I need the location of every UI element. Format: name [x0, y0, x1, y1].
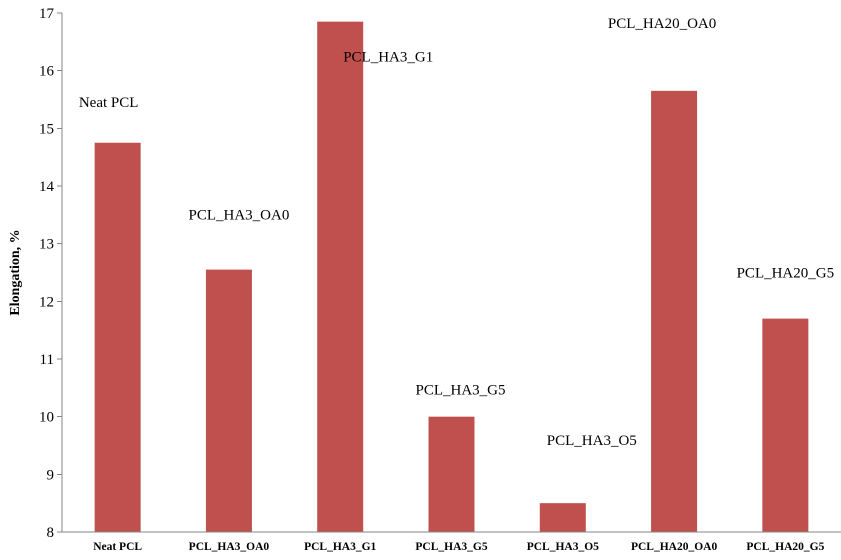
- data-label: PCL_HA20_OA0: [608, 16, 716, 32]
- y-axis-title: Elongation, %: [8, 229, 23, 315]
- bar-pcl-ha3-g5: [428, 416, 475, 532]
- y-tick-label: 10: [39, 410, 54, 426]
- y-tick-label: 8: [47, 525, 55, 541]
- y-tick-label: 17: [39, 6, 55, 22]
- y-tick-label: 15: [39, 121, 54, 137]
- y-tick-label: 16: [39, 64, 55, 80]
- bar-neat-pcl: [94, 142, 141, 532]
- axes-layer: [61, 13, 841, 533]
- data-labels-layer: Neat PCL PCL_HA3_OA0 PCL_HA3_G1 PCL_HA3_G5 P…: [79, 16, 834, 449]
- y-tick-label: 13: [39, 237, 54, 253]
- data-label: PCL_HA3_O5: [547, 433, 637, 449]
- x-tick-label: PCL_HA20_G5: [746, 541, 824, 553]
- bar-pcl-ha3-g1: [317, 21, 364, 533]
- bar-pcl-ha3-o5: [539, 503, 586, 532]
- x-tick-label: PCL_HA3_G1: [304, 541, 376, 553]
- data-label: PCL_HA3_G1: [343, 50, 433, 66]
- x-tick-label: PCL_HA3_OA0: [189, 541, 270, 553]
- bar-pcl-ha3-oa0: [205, 269, 252, 532]
- data-label: Neat PCL: [79, 95, 139, 111]
- data-label: PCL_HA3_G5: [415, 383, 505, 399]
- x-tick-label: PCL_HA3_G5: [415, 541, 487, 553]
- x-ticks-layer: Neat PCL PCL_HA3_OA0 PCL_HA3_G1 PCL_HA3_G5 P…: [93, 541, 824, 553]
- y-tick-label: 14: [39, 179, 55, 195]
- x-tick-label: PCL_HA3_O5: [527, 541, 599, 553]
- data-label: PCL_HA20_G5: [737, 266, 835, 282]
- x-tick-label: Neat PCL: [93, 541, 142, 553]
- bar-pcl-ha20-oa0: [651, 90, 698, 532]
- y-tick-label: 12: [39, 294, 54, 310]
- bar-pcl-ha20-g5: [762, 318, 809, 532]
- data-label: PCL_HA3_OA0: [189, 208, 290, 224]
- y-tick-label: 9: [47, 467, 55, 483]
- y-ticks-layer: 8 9 10 11 12 13 14 15 16 17: [39, 6, 62, 541]
- x-tick-label: PCL_HA20_OA0: [631, 541, 718, 553]
- bars-layer: [94, 21, 809, 533]
- y-tick-label: 11: [40, 352, 54, 368]
